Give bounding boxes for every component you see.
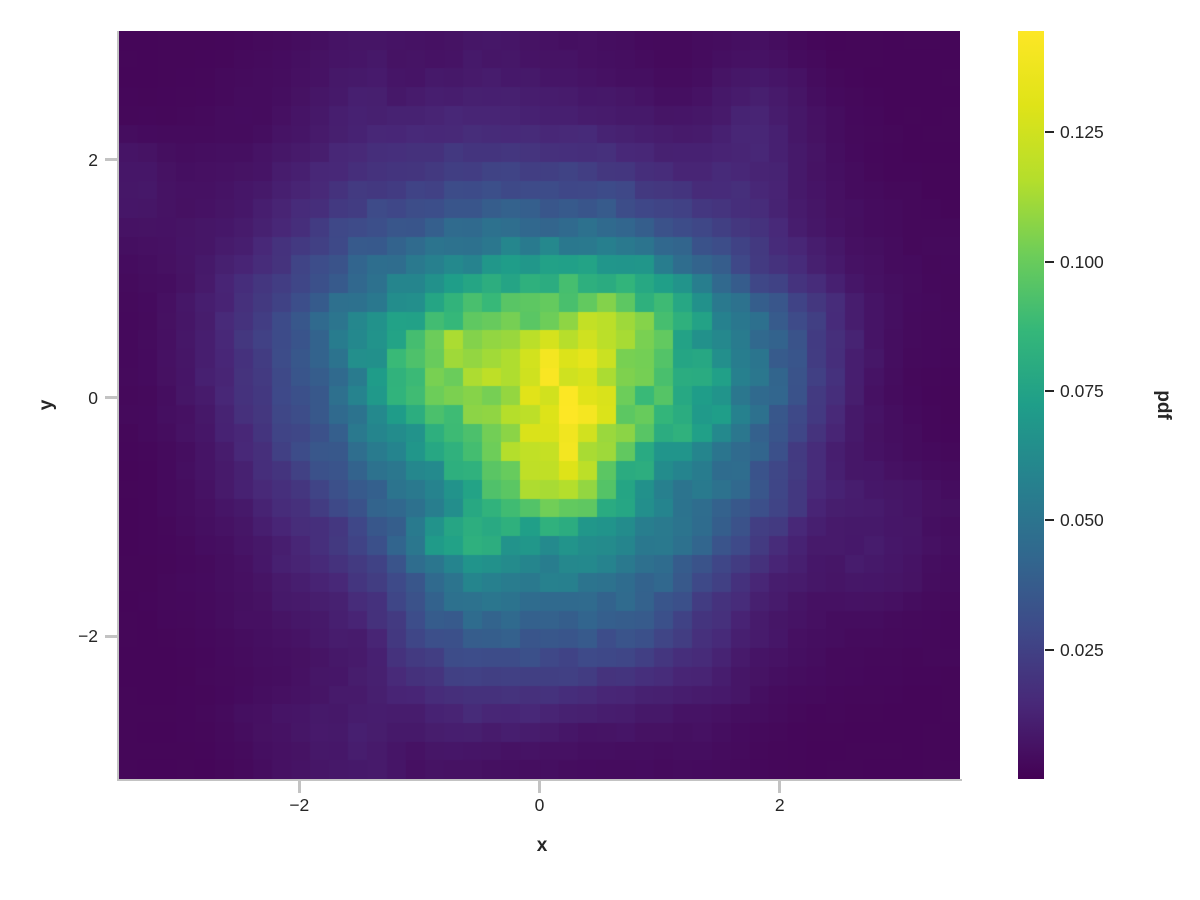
x-tick-mark <box>778 781 782 793</box>
y-tick-label: −2 <box>78 626 98 647</box>
colorbar-tick-mark <box>1045 648 1054 651</box>
colorbar <box>1018 31 1044 779</box>
heatmap-canvas <box>119 31 960 779</box>
x-tick-label: 2 <box>774 795 785 815</box>
colorbar-tick-mark <box>1045 390 1054 393</box>
y-tick-label: 2 <box>88 149 98 170</box>
x-axis-spine <box>117 779 962 781</box>
x-axis-label: x <box>536 835 548 856</box>
x-tick-label: 0 <box>534 795 545 815</box>
colorbar-tick-label: 0.050 <box>1060 510 1104 531</box>
colorbar-tick-mark <box>1045 519 1054 522</box>
colorbar-tick-mark <box>1045 131 1054 134</box>
colorbar-label: pdf <box>1153 390 1174 420</box>
y-axis-spine <box>117 31 119 781</box>
colorbar-tick-mark <box>1045 260 1054 263</box>
y-tick-mark <box>105 396 117 400</box>
colorbar-tick-label: 0.075 <box>1060 381 1104 402</box>
y-tick-mark <box>105 634 117 638</box>
y-tick-label: 0 <box>88 387 98 408</box>
colorbar-tick-label: 0.125 <box>1060 122 1104 143</box>
y-tick-mark <box>105 158 117 162</box>
x-tick-mark <box>538 781 541 793</box>
colorbar-tick-label: 0.025 <box>1060 639 1104 660</box>
x-tick-label: −2 <box>289 795 310 815</box>
x-tick-mark <box>297 781 301 793</box>
colorbar-tick-label: 0.100 <box>1060 251 1104 272</box>
